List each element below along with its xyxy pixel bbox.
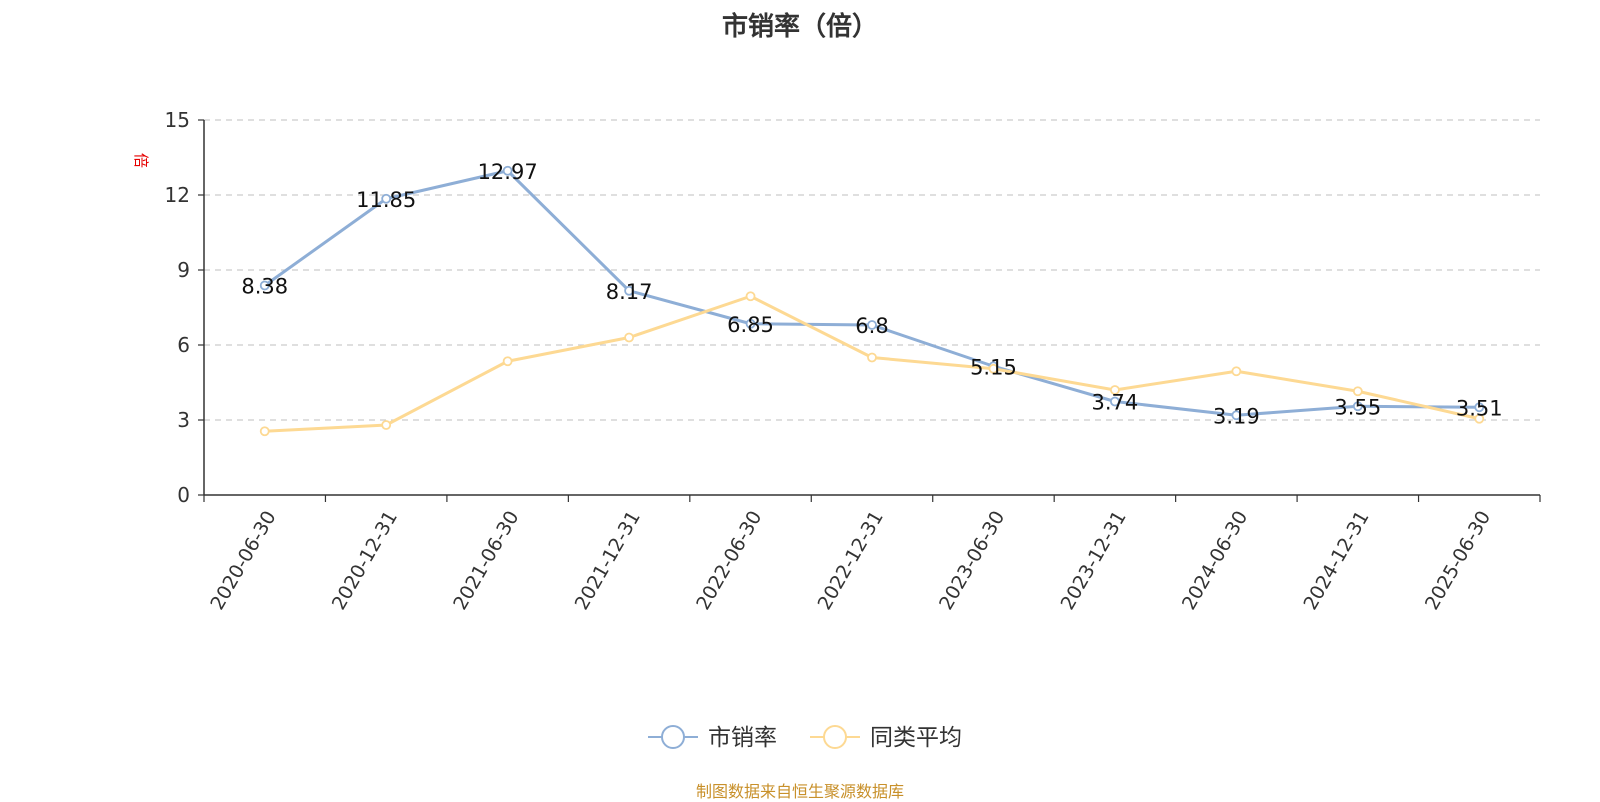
data-label: 3.55 (1334, 395, 1381, 419)
x-tick-label: 2024-12-31 (1299, 507, 1373, 614)
series-1-point (259, 426, 270, 437)
series-1-point (745, 291, 756, 302)
data-label: 3.74 (1092, 391, 1139, 415)
series-0-point (624, 285, 634, 296)
y-tick-label: 12 (165, 183, 190, 207)
data-label: 11.85 (356, 188, 416, 212)
series-0-point (381, 193, 392, 204)
series-0-point (502, 165, 513, 176)
series-0-point (1231, 410, 1242, 421)
series-1-point (1474, 413, 1485, 424)
legend-marker-1[interactable] (823, 725, 847, 749)
chart-title: 市销率（倍） (721, 12, 878, 42)
x-tick-label: 2021-06-30 (449, 507, 523, 614)
data-label: 3.51 (1456, 396, 1503, 420)
y-tick-label: 3 (177, 408, 190, 432)
data-label: 12.97 (478, 160, 538, 184)
data-label: 3.19 (1213, 404, 1260, 428)
data-label: 6.8 (855, 314, 888, 338)
y-tick-label: 0 (177, 483, 190, 507)
x-tick-label: 2020-12-31 (328, 507, 402, 614)
series-1-point (624, 332, 634, 343)
y-tick-label: 15 (165, 108, 190, 132)
series-1-point (1352, 386, 1363, 397)
legend-marker-0[interactable] (661, 725, 685, 749)
series-1-point (867, 352, 877, 363)
x-tick-label: 2022-06-30 (692, 507, 766, 614)
series-line-0 (263, 169, 1480, 417)
y-tick-label: 9 (177, 258, 190, 282)
data-source-note: 制图数据来自恒生聚源数据库 (695, 782, 904, 801)
series-0-point (1352, 401, 1363, 412)
x-tick-label: 2024-06-30 (1178, 507, 1252, 614)
series-0-point (745, 318, 756, 329)
x-tick-label: 2020-06-30 (206, 507, 280, 614)
series-1-point (502, 356, 513, 367)
data-label: 8.38 (241, 275, 288, 299)
x-tick-label: 2023-06-30 (935, 507, 1009, 614)
series-1-point (988, 363, 999, 374)
series-0-point (867, 320, 877, 330)
series-0-point (1474, 402, 1485, 413)
y-tick-label: 6 (177, 333, 190, 357)
legend-label-0[interactable]: 市销率 (708, 725, 777, 751)
series-1-point (1231, 366, 1242, 377)
series-1-point (1110, 385, 1120, 395)
x-tick-label: 2025-06-30 (1421, 507, 1495, 614)
series-0-point (259, 280, 270, 291)
x-tick-label: 2021-12-31 (571, 507, 645, 614)
data-label: 5.15 (970, 355, 1017, 379)
x-tick-label: 2022-12-31 (814, 507, 888, 614)
data-label: 8.17 (606, 280, 653, 304)
x-tick-label: 2023-12-31 (1056, 507, 1130, 614)
series-0-point (1110, 396, 1120, 407)
legend-label-1[interactable]: 同类平均 (870, 725, 962, 751)
series-1-point (381, 420, 392, 430)
data-label: 6.85 (727, 313, 774, 337)
